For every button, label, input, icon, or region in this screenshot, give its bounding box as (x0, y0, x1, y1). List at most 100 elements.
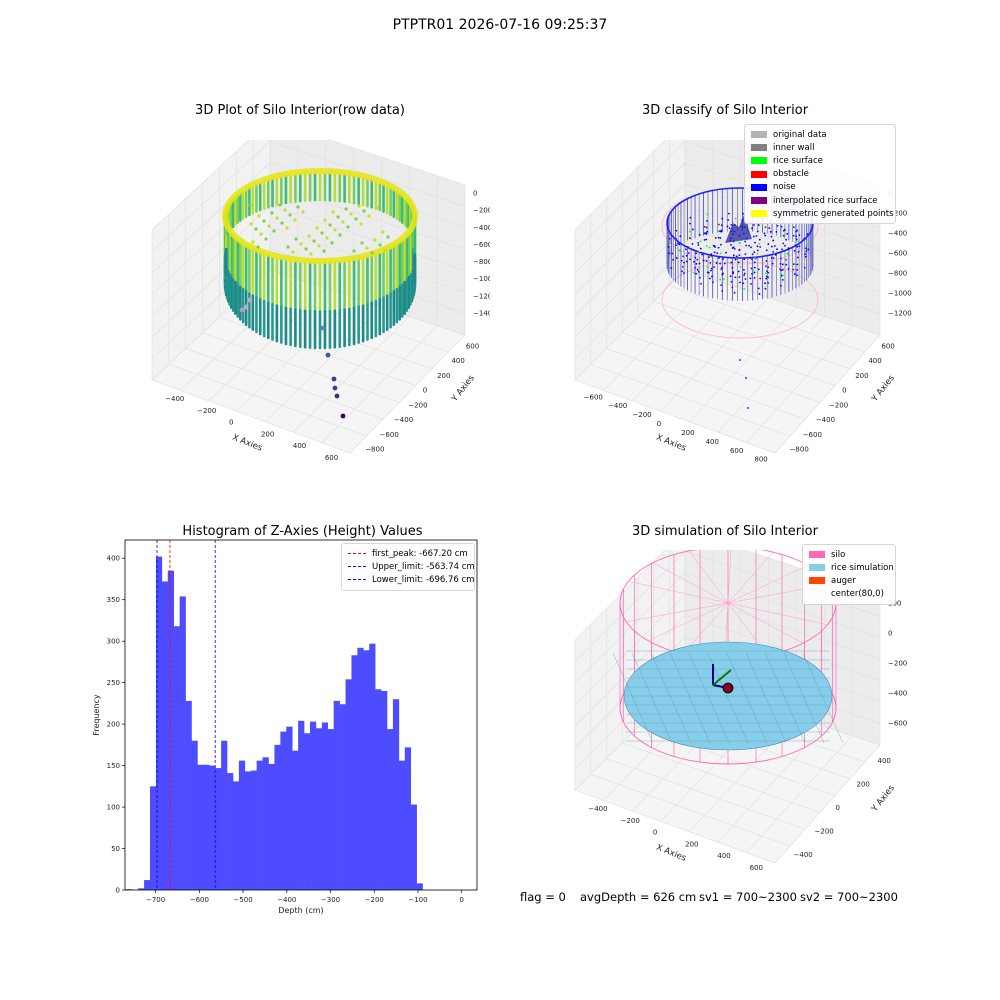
z-tick-label: −800 (888, 270, 907, 278)
legend-entry: center(80,0) (809, 588, 889, 601)
legend-label: noise (773, 182, 796, 193)
histogram-bar (179, 596, 186, 890)
histogram-bar (381, 690, 388, 890)
legend-entry: inner wall (751, 141, 889, 154)
histogram-bar (209, 765, 216, 890)
legend-swatch (751, 183, 767, 191)
y-tick-label: −400 (816, 416, 835, 424)
histogram-bar (351, 655, 358, 890)
histogram-bar (280, 731, 287, 890)
y-axis-label: Y Axies (869, 373, 897, 405)
legend-entry: rice simulation (809, 561, 894, 574)
auger-axis-y (712, 669, 732, 686)
y-tick-label: −600 (380, 431, 399, 439)
outlier-point (332, 385, 338, 391)
x-tick-label: −600 (190, 896, 209, 904)
x-tick-label: 400 (717, 852, 730, 860)
histogram-chart: −700 −600 −500 −400 −300 −200 −100 0 0 50 100 150 20… (92, 539, 478, 915)
legend-entry: auger (809, 574, 889, 587)
z-tick-label: −1000 (888, 290, 912, 298)
y-tick-label: −800 (365, 446, 384, 454)
z-tick-label: −1000 (473, 275, 490, 283)
simulation-3d-plot: −400−2000200400600−400−20002004002000−20… (574, 550, 907, 872)
z-tick-label: −600 (888, 250, 907, 258)
y-tick-label: 0 (842, 387, 846, 395)
legend-entry: interpolated rice surface (751, 194, 889, 207)
legend-swatch (809, 577, 825, 585)
outlier-point (331, 376, 337, 382)
legend-label: original data (773, 129, 827, 140)
raw-top-ring (222, 168, 418, 264)
y-tick-label: 400 (451, 357, 464, 365)
histogram-bar (369, 643, 376, 890)
histogram-bar (221, 740, 228, 890)
y-tick-label: 400 (107, 555, 120, 563)
x-tick-label: 400 (706, 438, 719, 446)
z-tick-label: −600 (888, 720, 907, 728)
z-tick-label: −400 (888, 230, 907, 238)
classify-plot-title: 3D classify of Silo Interior (641, 103, 809, 118)
noise-point (745, 377, 747, 379)
legend-label: silo (831, 549, 846, 560)
z-tick-label: −200 (888, 210, 907, 218)
y-tick-label: 250 (107, 679, 120, 687)
histogram-bar (298, 720, 305, 890)
y-tick-label: 400 (868, 357, 881, 365)
histogram-bar (238, 760, 246, 890)
legend-label: inner wall (773, 142, 815, 153)
histogram-bar (375, 689, 382, 890)
raw-3d-plot: −400−2000200400600−800−600−400−200020040… (151, 140, 490, 462)
legend-swatch (348, 566, 366, 568)
figure-suptitle: PTPTR01 2026-07-16 09:25:37 (392, 17, 608, 33)
simulation-plot-title: 3D simulation of Silo Interior (632, 524, 818, 539)
z-tick-label: 0 (888, 630, 892, 638)
legend-swatch (751, 210, 767, 218)
histogram-bar (321, 722, 329, 890)
x-tick-label: 0 (653, 829, 657, 837)
y-tick-label: 50 (111, 845, 120, 853)
legend-label: center(80,0) (831, 589, 884, 600)
histogram-bar (274, 744, 281, 890)
histogram-bar (155, 556, 163, 890)
histogram-bar (191, 740, 198, 890)
x-tick-label: −200 (197, 407, 216, 415)
histogram-bar (292, 750, 299, 890)
legend-label: Upper_limit: -563.74 cm (372, 561, 475, 572)
histogram-bar (262, 757, 269, 890)
y-axis-label: Y Axies (869, 783, 897, 815)
legend-label: rice surface (773, 155, 823, 166)
legend-swatch (751, 170, 767, 178)
y-tick-label: −200 (408, 401, 427, 409)
y-tick-label: 200 (437, 372, 450, 380)
histogram-bar (185, 700, 192, 890)
legend-entry: rice surface (751, 154, 889, 167)
histogram-bar (398, 760, 406, 890)
x-tick-label: −400 (588, 805, 607, 813)
legend-swatch (751, 157, 767, 165)
histogram-title: Histogram of Z-Axies (Height) Values (182, 524, 423, 539)
x-axis-label: X Axies (231, 433, 264, 454)
z-tick-label: 0 (473, 190, 477, 198)
histogram-bar (315, 728, 323, 890)
legend-entry: Lower_limit: -696.76 cm (348, 573, 474, 586)
histogram-bar (416, 883, 423, 890)
histogram-bar (357, 647, 364, 890)
histogram-bar (256, 760, 263, 890)
legend-entry: Upper_limit: -563.74 cm (348, 560, 475, 573)
noise-point (739, 359, 741, 361)
histogram-bar (404, 747, 412, 890)
z-tick-label: −800 (473, 258, 490, 266)
x-tick-label: 200 (261, 430, 274, 438)
x-tick-label: −200 (621, 817, 640, 825)
legend-entry: obstacle (751, 168, 889, 181)
legend-swatch (809, 564, 825, 572)
y-tick-label: 100 (107, 804, 120, 812)
histogram-bar (215, 768, 222, 890)
legend-entry: original data (751, 128, 889, 141)
histogram-bar (144, 880, 151, 890)
x-tick-label: −200 (632, 411, 651, 419)
legend-label: rice simulation (831, 562, 894, 573)
outlier-point (239, 307, 245, 313)
z-tick-label: −400 (473, 224, 490, 232)
outlier-point (243, 304, 249, 310)
